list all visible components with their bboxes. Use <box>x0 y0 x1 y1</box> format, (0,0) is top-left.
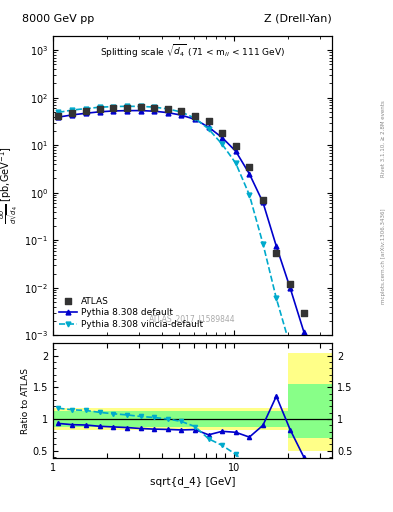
Pythia 8.308 default <box>274 243 279 249</box>
ATLAS <box>110 104 116 112</box>
Pythia 8.308 vincia-default <box>56 110 61 116</box>
Pythia 8.308 vincia-default <box>152 104 156 110</box>
ATLAS <box>246 163 253 171</box>
ATLAS <box>192 112 198 120</box>
Pythia 8.308 default <box>247 171 252 177</box>
Pythia 8.308 vincia-default <box>165 106 170 112</box>
Pythia 8.308 default <box>301 329 306 335</box>
Text: Splitting scale $\sqrt{d_4}$ (71 < m$_{ll}$ < 111 GeV): Splitting scale $\sqrt{d_4}$ (71 < m$_{l… <box>100 44 285 60</box>
Pythia 8.308 vincia-default <box>288 343 292 349</box>
ATLAS <box>96 105 103 113</box>
Pythia 8.308 default <box>97 109 102 115</box>
Line: Pythia 8.308 vincia-default: Pythia 8.308 vincia-default <box>56 104 320 437</box>
ATLAS <box>151 103 157 112</box>
Pythia 8.308 default <box>111 108 116 114</box>
ATLAS <box>260 196 266 204</box>
Text: Rivet 3.1.10, ≥ 2.8M events: Rivet 3.1.10, ≥ 2.8M events <box>381 100 386 177</box>
ATLAS <box>301 309 307 317</box>
Pythia 8.308 default <box>152 108 156 114</box>
Pythia 8.308 vincia-default <box>138 103 143 110</box>
Text: mcplots.cern.ch [arXiv:1306.3436]: mcplots.cern.ch [arXiv:1306.3436] <box>381 208 386 304</box>
Text: ATLAS_2017_I1589844: ATLAS_2017_I1589844 <box>149 314 236 324</box>
ATLAS <box>83 107 89 115</box>
ATLAS <box>178 107 184 115</box>
Text: Z (Drell-Yan): Z (Drell-Yan) <box>264 14 332 24</box>
Pythia 8.308 vincia-default <box>111 103 116 110</box>
ATLAS <box>165 105 171 113</box>
Pythia 8.308 vincia-default <box>97 104 102 110</box>
Pythia 8.308 default <box>56 114 61 120</box>
Pythia 8.308 default <box>233 148 238 154</box>
Legend: ATLAS, Pythia 8.308 default, Pythia 8.308 vincia-default: ATLAS, Pythia 8.308 default, Pythia 8.30… <box>57 295 205 331</box>
Pythia 8.308 default <box>138 108 143 114</box>
Pythia 8.308 default <box>220 135 224 141</box>
ATLAS <box>273 248 279 257</box>
Y-axis label: $\frac{d\sigma}{d\sqrt{d_4}}$ [pb,GeV$^{-1}$]: $\frac{d\sigma}{d\sqrt{d_4}}$ [pb,GeV$^{… <box>0 147 22 224</box>
ATLAS <box>206 117 212 125</box>
Pythia 8.308 default <box>70 112 75 118</box>
Pythia 8.308 default <box>288 285 292 291</box>
Pythia 8.308 vincia-default <box>193 115 197 121</box>
Pythia 8.308 default <box>179 112 184 118</box>
Pythia 8.308 vincia-default <box>206 126 211 132</box>
X-axis label: sqrt{d_4} [GeV]: sqrt{d_4} [GeV] <box>150 476 235 487</box>
Pythia 8.308 vincia-default <box>261 241 265 247</box>
Pythia 8.308 vincia-default <box>84 105 88 112</box>
Pythia 8.308 default <box>165 110 170 116</box>
Pythia 8.308 default <box>261 199 265 205</box>
Pythia 8.308 vincia-default <box>125 103 129 110</box>
ATLAS <box>219 129 225 137</box>
Pythia 8.308 default <box>84 110 88 116</box>
Pythia 8.308 vincia-default <box>220 141 224 147</box>
Pythia 8.308 vincia-default <box>233 160 238 166</box>
ATLAS <box>287 280 293 288</box>
Pythia 8.308 vincia-default <box>247 192 252 198</box>
ATLAS <box>55 112 62 120</box>
Pythia 8.308 vincia-default <box>274 295 279 302</box>
ATLAS <box>69 109 75 117</box>
ATLAS <box>138 103 144 111</box>
ATLAS <box>124 103 130 112</box>
ATLAS <box>233 142 239 151</box>
Pythia 8.308 default <box>206 124 211 130</box>
Pythia 8.308 vincia-default <box>301 392 306 398</box>
Pythia 8.308 vincia-default <box>315 432 320 438</box>
Text: 8000 GeV pp: 8000 GeV pp <box>22 14 95 24</box>
Line: Pythia 8.308 default: Pythia 8.308 default <box>56 108 320 367</box>
Y-axis label: Ratio to ATLAS: Ratio to ATLAS <box>21 368 30 434</box>
Pythia 8.308 default <box>193 116 197 122</box>
Pythia 8.308 default <box>125 108 129 114</box>
Pythia 8.308 vincia-default <box>179 109 184 115</box>
Pythia 8.308 default <box>315 361 320 367</box>
Pythia 8.308 vincia-default <box>70 107 75 113</box>
